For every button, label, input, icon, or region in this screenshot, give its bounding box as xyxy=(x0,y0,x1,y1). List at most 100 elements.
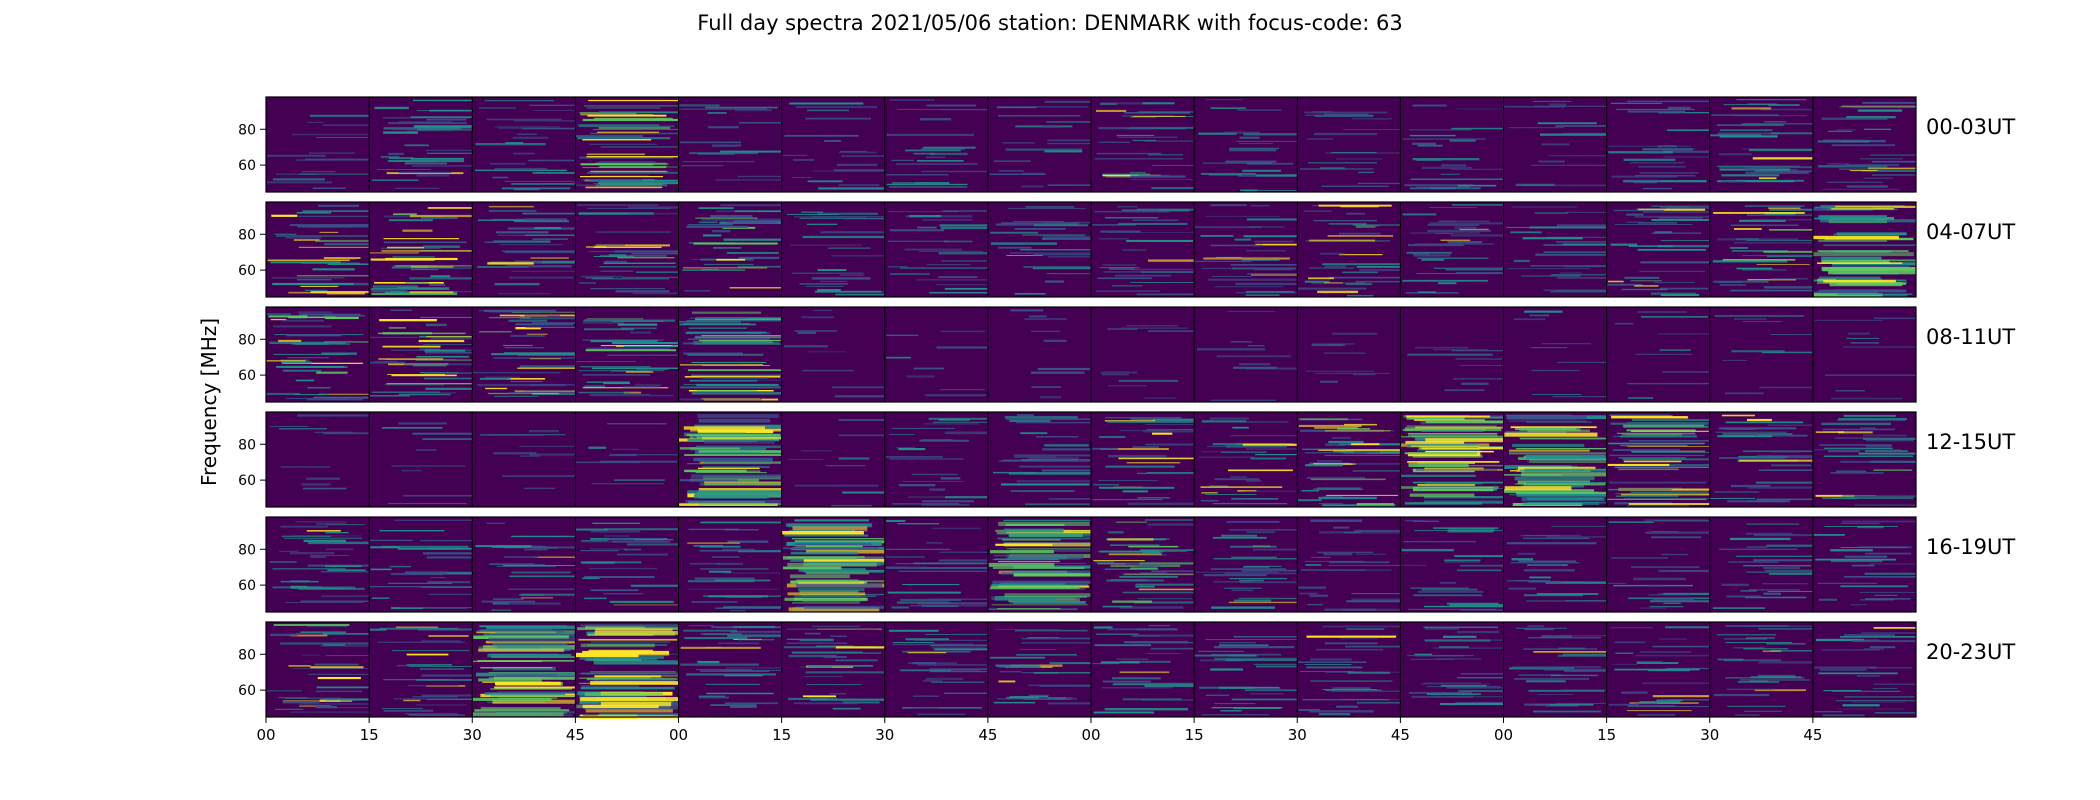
spectral-line xyxy=(1048,498,1091,500)
spectral-line xyxy=(1245,294,1280,296)
spectral-line xyxy=(1836,700,1916,702)
spectral-line xyxy=(1740,590,1757,592)
spectral-line xyxy=(1126,325,1179,327)
spectral-line xyxy=(409,214,473,218)
spectral-line xyxy=(1212,536,1267,539)
spectral-line xyxy=(576,652,639,658)
spectral-line xyxy=(789,102,864,105)
spectral-line xyxy=(410,116,473,118)
spectral-line xyxy=(485,640,576,644)
spectral-line xyxy=(738,638,775,641)
spectral-line xyxy=(1047,142,1091,145)
spectral-line xyxy=(1814,711,1843,713)
spectral-line xyxy=(940,108,988,111)
spectral-line xyxy=(607,354,679,356)
spectral-line xyxy=(1763,250,1813,253)
spectral-line xyxy=(1400,564,1427,566)
spectral-line xyxy=(325,565,362,567)
spectral-line xyxy=(1151,187,1195,190)
spectral-line xyxy=(1873,627,1916,629)
spectral-line xyxy=(576,528,609,531)
spectral-line xyxy=(934,648,988,651)
spectral-line xyxy=(1862,434,1907,437)
spectral-line xyxy=(1865,450,1908,452)
spectral-line xyxy=(1666,129,1710,131)
spectral-line xyxy=(1529,576,1552,579)
spectral-line xyxy=(511,535,576,538)
spectral-line xyxy=(310,556,327,558)
spectral-line xyxy=(990,585,1080,589)
spectral-line xyxy=(413,99,473,102)
spectral-line xyxy=(1418,464,1504,467)
spectral-line xyxy=(688,625,714,627)
spectral-line xyxy=(600,254,667,257)
spectral-line xyxy=(1136,564,1161,567)
spectral-line xyxy=(475,169,568,172)
spectral-line xyxy=(373,285,418,288)
spectral-line xyxy=(1743,255,1812,256)
spectral-line xyxy=(1104,708,1188,711)
spectral-line xyxy=(786,638,834,640)
spectral-line xyxy=(1306,635,1397,638)
spectral-line xyxy=(416,110,473,112)
spectral-line xyxy=(1726,688,1775,691)
spectral-line xyxy=(370,258,435,261)
spectral-line xyxy=(841,155,885,157)
spectral-line xyxy=(1551,525,1607,527)
spectral-line xyxy=(1310,478,1386,481)
spectral-line xyxy=(1724,659,1782,662)
spectral-line xyxy=(513,120,576,122)
spectral-line xyxy=(1302,699,1390,701)
spectral-line xyxy=(1116,658,1149,660)
spectral-line xyxy=(1750,219,1813,221)
spectral-line xyxy=(1120,660,1171,663)
spectral-line xyxy=(590,530,641,533)
spectral-line xyxy=(1534,703,1594,706)
spectral-line xyxy=(271,214,298,217)
spectral-line xyxy=(315,137,369,139)
spectral-line xyxy=(1256,665,1298,668)
spectral-line xyxy=(1356,503,1394,506)
spectral-line xyxy=(488,637,576,642)
spectral-line xyxy=(729,287,782,289)
spectral-line xyxy=(579,156,674,159)
spectral-line xyxy=(1614,224,1693,225)
spectral-line xyxy=(686,332,747,334)
spectral-line xyxy=(1325,689,1382,691)
spectral-line xyxy=(1633,577,1686,581)
spectral-line xyxy=(591,483,664,485)
spectral-line xyxy=(1314,427,1358,429)
spectral-line xyxy=(787,458,824,460)
spectral-line xyxy=(1555,125,1607,127)
spectral-line xyxy=(1244,565,1282,567)
spectral-line xyxy=(1410,445,1479,447)
spectral-line xyxy=(1846,337,1880,339)
spectral-line xyxy=(315,239,370,242)
spectral-line xyxy=(510,334,545,337)
spectral-line xyxy=(698,695,726,697)
spectral-line xyxy=(702,436,782,440)
spectral-line xyxy=(290,634,328,637)
spectral-line xyxy=(691,474,782,479)
spectral-line xyxy=(522,127,575,130)
spectrum-segment xyxy=(1197,310,1298,402)
spectral-line xyxy=(481,600,536,603)
spectral-line xyxy=(507,378,546,380)
spectral-line xyxy=(406,130,453,132)
spectrum-segment xyxy=(1713,625,1813,716)
spectral-line xyxy=(799,640,834,642)
spectral-line xyxy=(503,565,576,566)
spectral-line xyxy=(890,273,930,275)
spectral-line xyxy=(582,339,664,341)
spectral-line xyxy=(1022,234,1086,236)
spectral-line xyxy=(1244,689,1298,692)
spectral-line xyxy=(298,215,370,218)
spectral-line xyxy=(803,676,843,677)
spectral-line xyxy=(621,276,679,279)
spectral-line xyxy=(292,668,370,669)
spectral-line xyxy=(320,571,370,573)
spectral-line xyxy=(617,553,668,556)
spectral-line xyxy=(1840,585,1908,588)
spectral-line xyxy=(1007,207,1086,209)
spectral-line xyxy=(321,352,357,355)
